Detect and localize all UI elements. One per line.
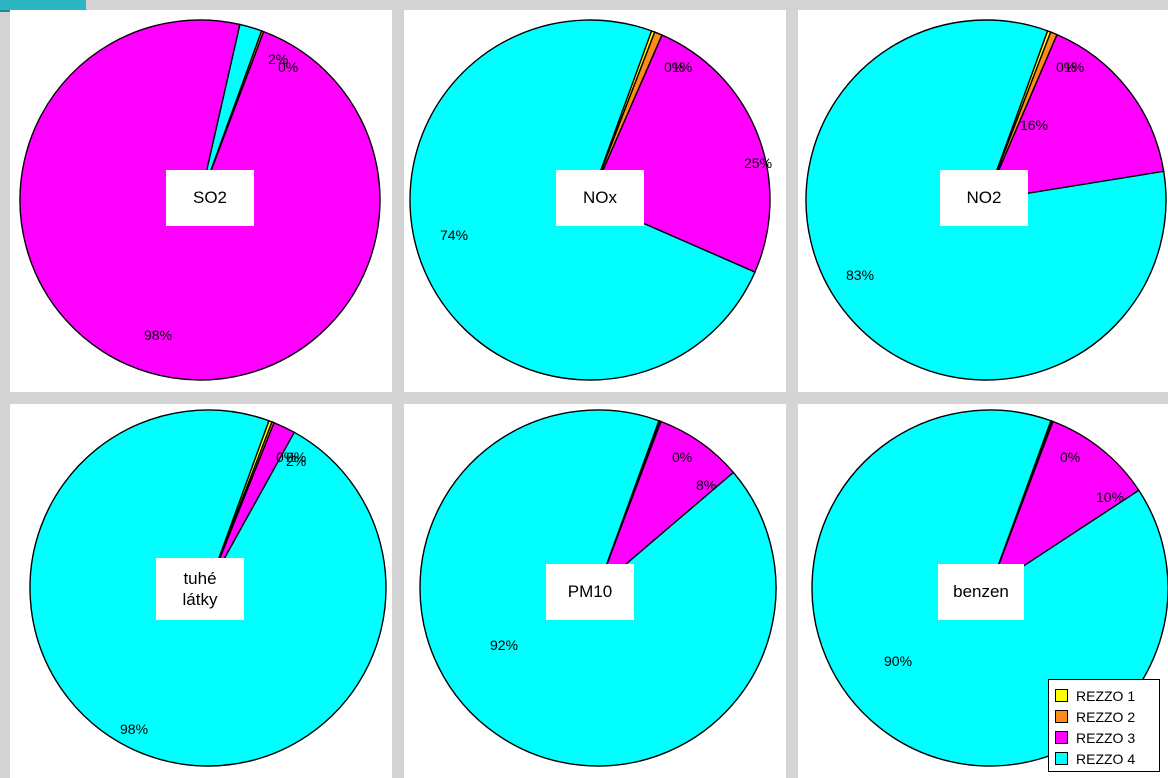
pie-data-label: 0% [1060, 449, 1080, 465]
pie-data-label: 90% [884, 653, 912, 669]
pie-data-label: 16% [1020, 117, 1048, 133]
pie-data-label: 10% [1096, 489, 1124, 505]
pie-title: PM10 [546, 564, 634, 620]
pie-slice-rezzo-3 [597, 420, 735, 589]
pie-data-label: 92% [490, 637, 518, 653]
legend-swatch [1055, 752, 1068, 765]
pie-data-label: 2% [268, 51, 288, 67]
legend-label: REZZO 4 [1076, 750, 1136, 767]
pie-data-label: 98% [144, 327, 172, 343]
pie-slice-rezzo-4 [199, 23, 263, 201]
legend-label: REZZO 2 [1076, 708, 1136, 725]
pie-panel-nox: 0% 1% 25% 74% NOx [404, 10, 786, 392]
pie-data-label: 0% [278, 59, 298, 75]
legend-swatch [1055, 689, 1068, 702]
pie-title: NO2 [940, 170, 1028, 226]
pie-data-label: 2% [286, 453, 306, 469]
legend: REZZO 1 REZZO 2 REZZO 3 REZZO 4 [1048, 679, 1160, 772]
legend-item: REZZO 1 [1055, 685, 1159, 706]
pie-data-label: 25% [744, 155, 772, 171]
legend-label: REZZO 3 [1076, 729, 1136, 746]
pie-title: SO2 [166, 170, 254, 226]
pie-data-label: 74% [440, 227, 468, 243]
pie-data-label: 0% [276, 449, 296, 465]
pie-data-label: 8% [696, 477, 716, 493]
legend-swatch [1055, 731, 1068, 744]
pie-panel-so2: 0% 98% 2% SO2 [10, 10, 392, 392]
pie-data-label: 0% [1056, 59, 1076, 75]
legend-item: REZZO 4 [1055, 748, 1159, 769]
legend-item: REZZO 2 [1055, 706, 1159, 727]
pie-title: NOx [556, 170, 644, 226]
pie-panel-pm10: 0% 8% 92% PM10 [404, 404, 786, 778]
pie-title: tuhé látky [156, 558, 244, 620]
pie-data-label: 0% [286, 449, 306, 465]
pie-slice-rezzo-3 [984, 33, 1165, 201]
pie-data-label: 0% [672, 449, 692, 465]
pie-data-label: 83% [846, 267, 874, 283]
legend-item: REZZO 3 [1055, 727, 1159, 748]
pie-panel-no2: 0% 1% 16% 83% NO2 [798, 10, 1168, 392]
pie-slice-rezzo-3 [988, 420, 1140, 590]
pie-data-label: 98% [120, 721, 148, 737]
pie-title: benzen [938, 564, 1024, 620]
pie-panel-tuhe-latky: 0% 0% 2% 98% tuhé látky [10, 404, 392, 778]
pie-data-label: 1% [672, 59, 692, 75]
legend-swatch [1055, 710, 1068, 723]
pie-data-label: 0% [664, 59, 684, 75]
pie-panel-benzen: 0% 10% 90% benzen REZZO 1 REZZO 2 REZZO 3 … [798, 404, 1168, 778]
pie-data-label: 1% [1064, 59, 1084, 75]
legend-label: REZZO 1 [1076, 687, 1136, 704]
